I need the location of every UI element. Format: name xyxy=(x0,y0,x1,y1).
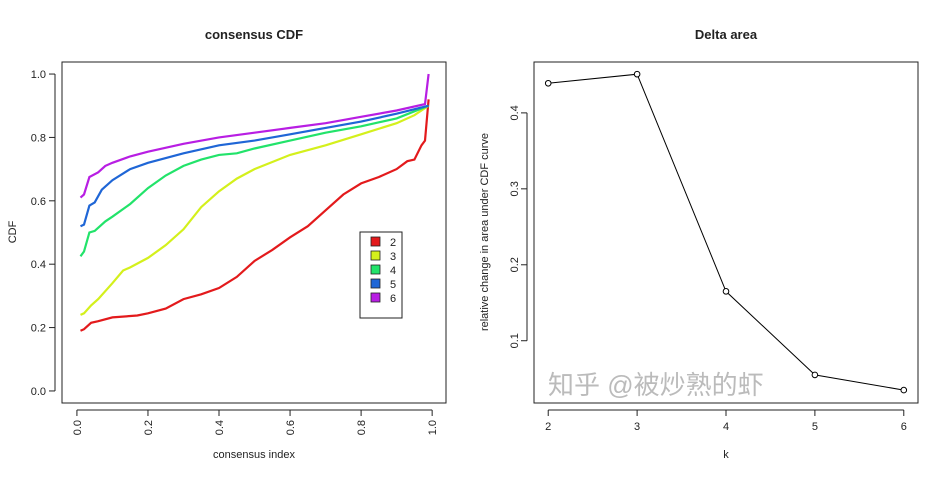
delta-y-tick-label: 0.2 xyxy=(509,257,521,272)
cdf-legend-box xyxy=(359,231,403,319)
cdf-series-4-line xyxy=(79,104,430,257)
delta-y-tick-label: 0.4 xyxy=(509,105,521,120)
cdf-y-tick-label: 0.8 xyxy=(31,132,46,144)
legend-swatch-5 xyxy=(370,278,381,289)
cdf-legend: 2 3 4 5 6 xyxy=(359,231,403,319)
watermark: 知乎 @被炒熟的虾 xyxy=(548,370,764,400)
cdf-lines xyxy=(79,73,430,332)
delta-ylabel: relative change in area under CDF curve xyxy=(479,133,491,331)
delta-point-k5 xyxy=(811,371,819,379)
delta-point-k2 xyxy=(544,79,552,87)
cdf-x-tick-label: 0.2 xyxy=(143,420,155,435)
delta-point-k3 xyxy=(633,70,641,78)
cdf-plot-box xyxy=(61,61,447,404)
legend-label-5: 5 xyxy=(390,279,396,291)
legend-label-2: 2 xyxy=(390,237,396,249)
cdf-x-tick-label: 0.6 xyxy=(285,420,297,435)
delta-x-tick-label: 3 xyxy=(634,421,640,433)
legend-label-4: 4 xyxy=(390,265,396,277)
cdf-x-tick-label: 1.0 xyxy=(427,420,439,435)
delta-line-group xyxy=(544,70,908,394)
cdf-xlabel: consensus index xyxy=(213,449,295,461)
cdf-series-3-line xyxy=(80,104,430,316)
cdf-y-tick-label: 0.2 xyxy=(31,323,46,335)
cdf-y-tick-label: 1.0 xyxy=(31,69,46,81)
delta-point-k6 xyxy=(900,386,908,394)
delta-y-tick-label: 0.3 xyxy=(509,181,521,196)
legend-swatch-6 xyxy=(370,292,381,303)
delta-x-tick-label: 2 xyxy=(545,421,551,433)
delta-y-tick-label: 0.1 xyxy=(509,333,521,348)
legend-swatch-2 xyxy=(370,236,381,247)
delta-x-tick-label: 4 xyxy=(723,421,729,433)
delta-title: Delta area xyxy=(695,27,758,42)
cdf-x-tick-label: 0.0 xyxy=(72,420,84,435)
cdf-x-tick-label: 0.8 xyxy=(356,420,368,435)
cdf-ylabel: CDF xyxy=(7,220,19,243)
cdf-x-tick-label: 0.4 xyxy=(214,420,226,435)
delta-axes: 2 3 4 5 6 0.1 0.2 0.3 0.4 xyxy=(509,105,907,433)
delta-point-k4 xyxy=(722,288,730,295)
cdf-y-tick-label: 0.0 xyxy=(31,386,46,398)
cdf-axes: 0.0 0.2 0.4 0.6 0.8 1.0 0.0 0.2 0.4 0.6 0.8 1.0 xyxy=(31,69,439,435)
cdf-panel: consensus CDF consensus index CDF 0.0 0.2… xyxy=(7,27,447,461)
delta-series-line xyxy=(548,73,904,391)
delta-x-tick-label: 5 xyxy=(812,421,818,433)
delta-panel: Delta area k relative change in area und… xyxy=(479,27,919,461)
cdf-legend-items: 2 3 4 5 6 xyxy=(370,236,396,305)
cdf-series-5-line xyxy=(80,104,429,228)
legend-label-3: 3 xyxy=(390,251,396,263)
cdf-title: consensus CDF xyxy=(205,27,303,42)
delta-xlabel: k xyxy=(723,449,729,461)
cdf-series-2-line xyxy=(80,99,430,332)
delta-x-tick-label: 6 xyxy=(901,421,907,433)
cdf-y-tick-label: 0.6 xyxy=(31,196,46,208)
cdf-y-tick-label: 0.4 xyxy=(31,259,46,271)
delta-plot-box xyxy=(533,61,919,404)
legend-swatch-4 xyxy=(370,264,381,275)
cdf-series-6-line xyxy=(79,73,430,199)
legend-swatch-3 xyxy=(370,250,381,261)
legend-label-6: 6 xyxy=(390,293,396,305)
